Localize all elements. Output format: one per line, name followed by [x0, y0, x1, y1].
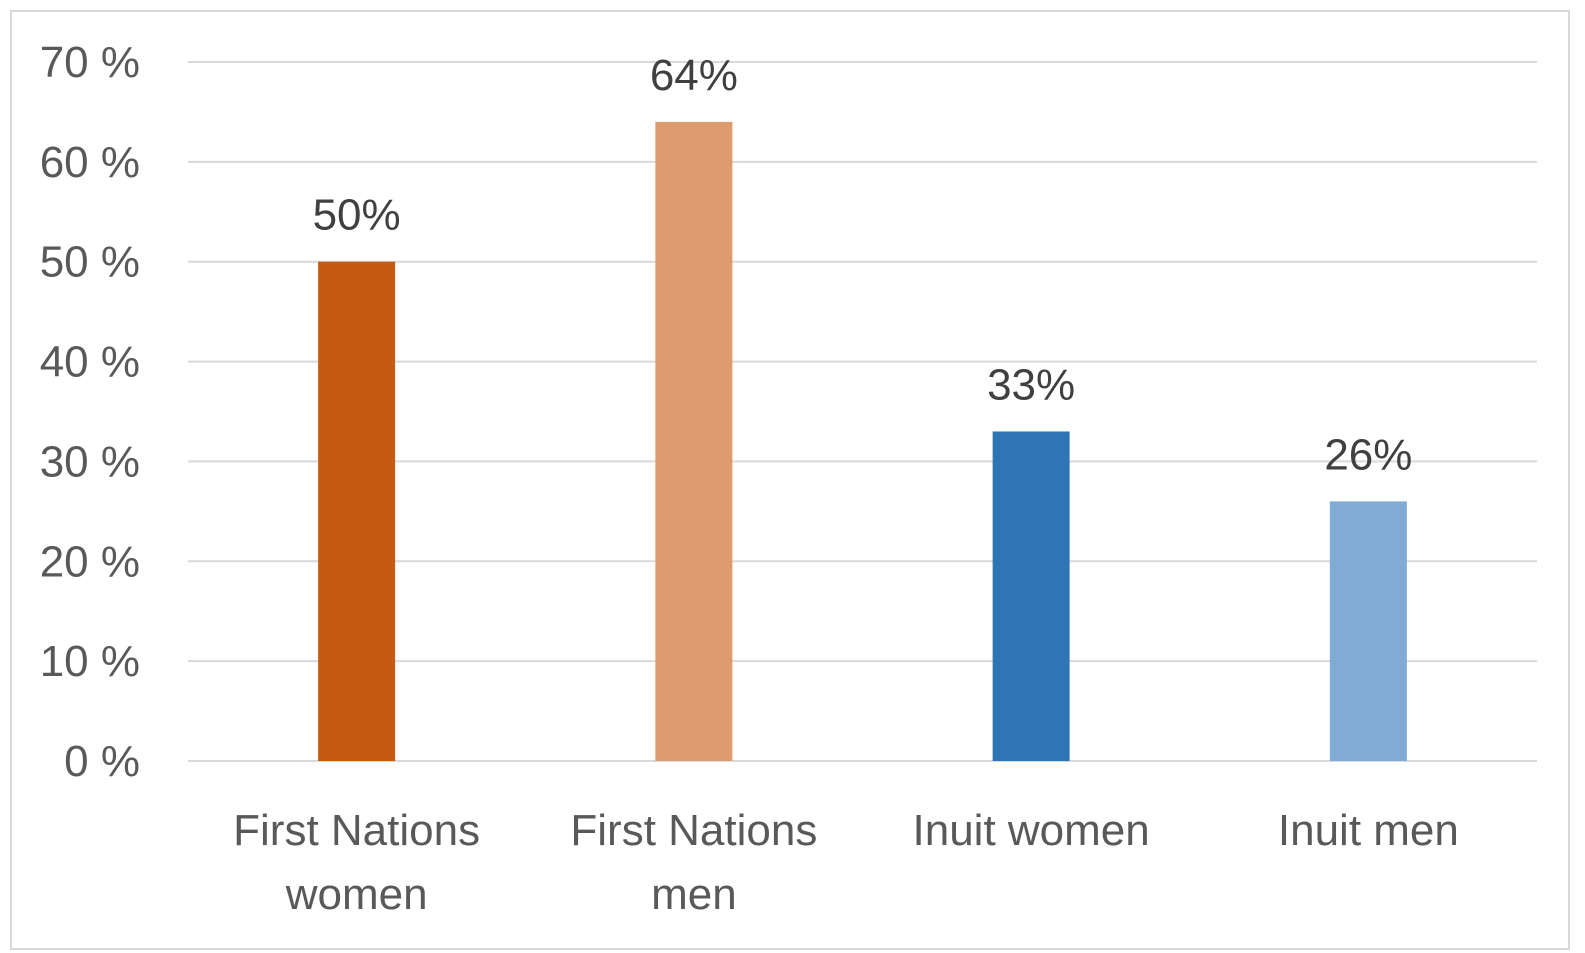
category-label-line: First Nations — [570, 806, 817, 855]
y-tick-label: 40 % — [40, 338, 140, 387]
data-label: 26% — [1324, 430, 1412, 479]
category-label-line: men — [651, 870, 737, 919]
data-label: 50% — [313, 191, 401, 240]
category-label-line: Inuit men — [1278, 806, 1459, 855]
y-tick-label: 10 % — [40, 637, 140, 686]
chart-frame — [10, 10, 1570, 950]
category-label-line: women — [285, 870, 428, 919]
bar — [318, 261, 396, 761]
data-labels: 50% 64% 33% 26% — [313, 51, 1413, 479]
y-tick-label: 20 % — [40, 537, 140, 586]
bar — [1329, 501, 1407, 761]
bar — [992, 431, 1070, 761]
y-tick-label: 60 % — [40, 138, 140, 187]
y-tick-label: 0 % — [64, 737, 140, 786]
x-axis-category-labels: First Nations women First Nations men Inuit … — [233, 806, 1459, 919]
category-label: First Nations men — [570, 806, 817, 919]
data-label: 33% — [987, 360, 1075, 409]
bars — [318, 121, 1407, 761]
gridlines — [188, 61, 1537, 762]
category-label: Inuit women — [913, 806, 1150, 855]
category-label: Inuit men — [1278, 806, 1459, 855]
data-label: 64% — [650, 51, 738, 100]
category-label-line: Inuit women — [913, 806, 1150, 855]
y-tick-label: 50 % — [40, 238, 140, 287]
category-label-line: First Nations — [233, 806, 480, 855]
bar — [655, 121, 733, 761]
y-tick-label: 70 % — [40, 38, 140, 87]
category-label: First Nations women — [233, 806, 480, 919]
y-axis-tick-labels: 0 % 10 % 20 % 30 % 40 % 50 % 60 % 70 % — [40, 38, 140, 786]
y-tick-label: 30 % — [40, 437, 140, 486]
